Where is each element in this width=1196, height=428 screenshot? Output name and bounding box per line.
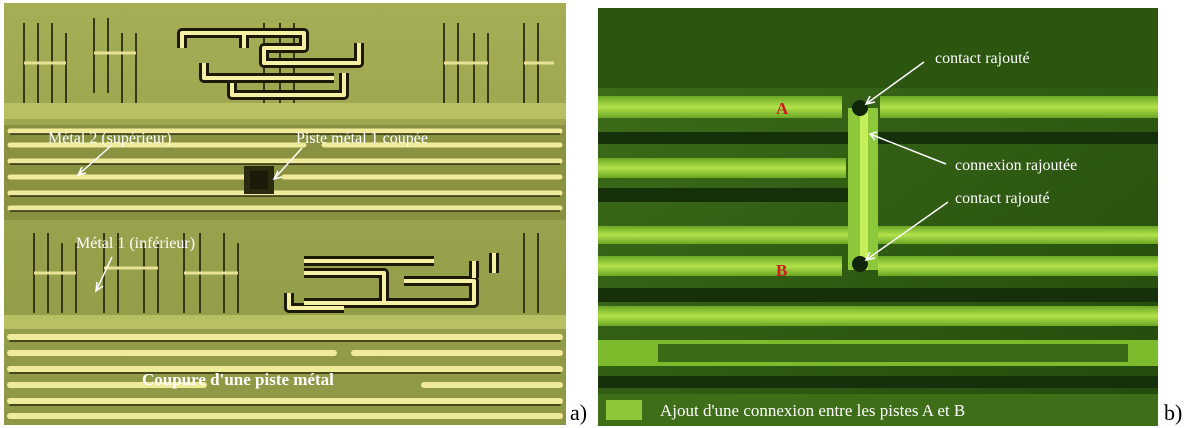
annotation-arrows-b [864,61,949,262]
caption-a: Coupure d'une piste métal [142,370,334,389]
metal2-routing-top [177,28,364,100]
metal-cut-micrograph: Métal 2 (supérieur) Piste métal 1 coupée… [4,3,566,425]
contact-bottom [852,256,868,272]
label-cut-track: Piste métal 1 coupée [296,130,428,147]
micrograph-panel-b: contact rajouté connexion rajoutée conta… [598,8,1158,426]
label-connexion: connexion rajoutée [955,157,1077,174]
bottom-tracks [7,334,563,419]
contact-top [852,100,868,116]
label-contact-top: contact rajouté [935,50,1030,67]
panel-letter-a: a) [570,400,588,425]
metal2-routing-bottom [284,253,499,313]
caption-b: Ajout d'une connexion entre les pistes A… [660,401,965,420]
track-label-a: A [776,99,789,118]
power-rail-bottom [4,315,566,329]
annotation-arrows-a [76,144,303,293]
label-metal2: Métal 2 (supérieur) [48,130,172,147]
panel-letter-b: b) [1164,400,1183,425]
connection-micrograph: contact rajouté connexion rajoutée conta… [598,8,1158,426]
micrograph-panel-a: Métal 2 (supérieur) Piste métal 1 coupée… [4,3,566,425]
track-label-b: B [776,261,787,280]
label-contact-bottom: contact rajouté [955,190,1050,207]
power-rail-top [4,103,566,119]
upper-logic-cells [23,18,554,103]
metal-tracks-band [4,125,566,220]
label-metal1: Métal 1 (inférieur) [76,235,195,252]
